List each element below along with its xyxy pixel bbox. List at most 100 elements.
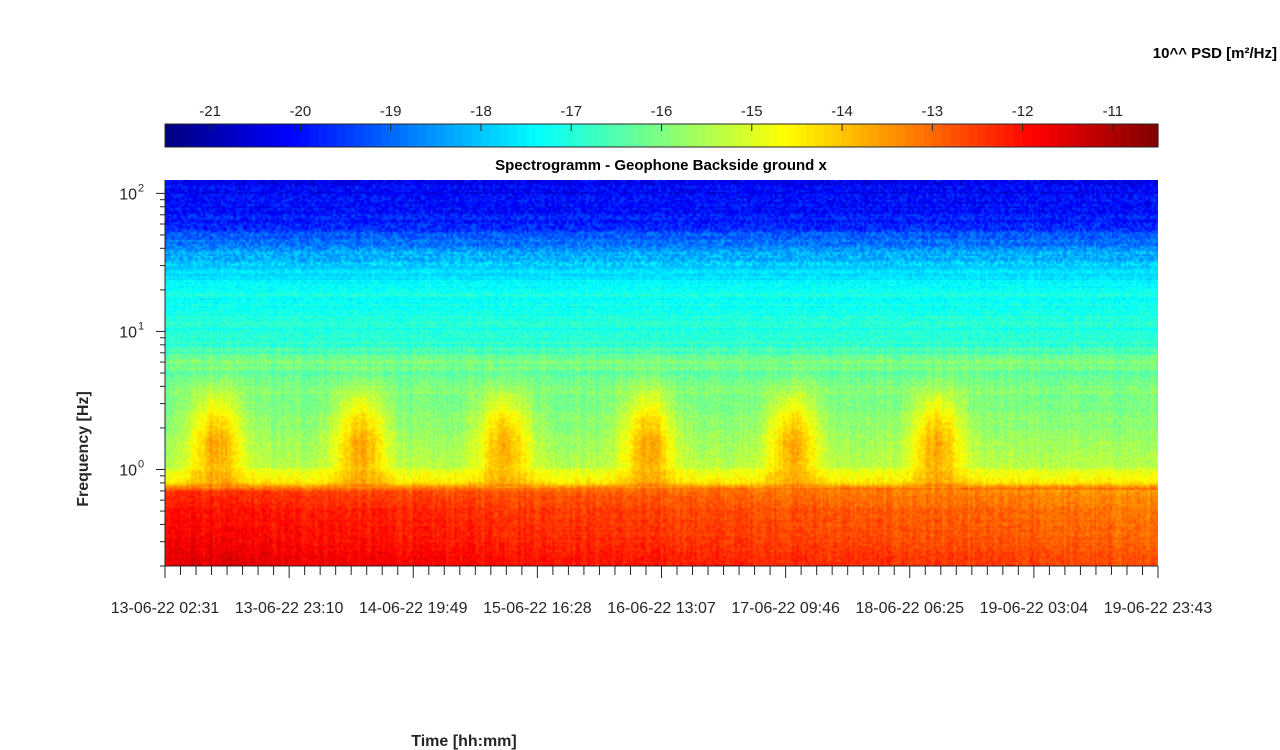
colorbar-swatch	[499, 124, 509, 147]
colorbar-swatch	[336, 124, 347, 147]
colorbar-swatch	[444, 124, 455, 147]
colorbar-swatch	[769, 124, 780, 147]
colorbar-swatch	[607, 124, 617, 147]
colorbar-swatch	[381, 124, 392, 147]
colorbar-tick-label: -17	[560, 103, 582, 120]
colorbar-swatch	[291, 124, 302, 147]
colorbar-swatch	[833, 124, 843, 147]
colorbar-tick-label: -20	[290, 103, 312, 120]
colorbar-swatch	[616, 124, 626, 147]
colorbar-swatch	[842, 124, 852, 147]
plot-area: 13-06-22 02:31 13-06-22 23:10 14-06-22 19:…	[111, 180, 1212, 617]
colorbar-swatch	[905, 124, 915, 147]
colorbar-tick-label: -11	[1103, 103, 1124, 120]
colorbar-swatch	[697, 124, 708, 147]
colorbar-swatch	[544, 124, 554, 147]
colorbar-swatch	[823, 124, 834, 147]
colorbar-swatch	[535, 124, 545, 147]
colorbar-swatch	[372, 124, 383, 147]
colorbar-swatch	[760, 124, 771, 147]
colorbar-swatch	[1049, 124, 1060, 147]
colorbar-swatch	[950, 124, 960, 147]
colorbar-swatch	[814, 124, 825, 147]
colorbar-swatch	[354, 124, 365, 147]
colorbar-swatch	[363, 124, 374, 147]
colorbar-swatch	[1121, 124, 1132, 147]
colorbar-swatch	[598, 124, 608, 147]
colorbar-swatch	[1148, 124, 1159, 147]
x-tick-label: 18-06-22 06:25	[855, 600, 964, 617]
colorbar-swatch	[174, 124, 184, 147]
colorbar-tick-label: -13	[921, 103, 943, 120]
colorbar-swatch	[977, 124, 988, 147]
colorbar-swatch	[1094, 124, 1105, 147]
colorbar-swatch	[679, 124, 690, 147]
colorbar-tick-label: -18	[470, 103, 492, 120]
colorbar-swatch	[517, 124, 527, 147]
colorbar-swatch	[589, 124, 599, 147]
colorbar-swatch	[1058, 124, 1069, 147]
colorbar-swatch	[805, 124, 816, 147]
colorbar-ticks: -21 -20 -19 -18 -17 -16 -15 -14 -13 -12 -11	[199, 103, 1123, 131]
colorbar-swatch	[309, 124, 320, 147]
colorbar-swatch	[246, 124, 256, 147]
colorbar-swatch	[1040, 124, 1051, 147]
colorbar-swatch	[228, 124, 238, 147]
colorbar-swatch	[1067, 124, 1078, 147]
colorbar-swatch	[390, 124, 401, 147]
colorbar-swatch	[580, 124, 590, 147]
x-tick-label: 13-06-22 23:10	[235, 600, 344, 617]
x-axis-label: Time [hh:mm]	[411, 733, 516, 750]
colorbar-swatch	[426, 124, 437, 147]
x-axis-ticks: 13-06-22 02:31 13-06-22 23:10 14-06-22 19:…	[111, 566, 1212, 617]
colorbar-swatch	[634, 124, 645, 147]
colorbar-swatch	[201, 124, 211, 147]
colorbar-tick-label: -14	[831, 103, 853, 120]
colorbar-swatch	[914, 124, 924, 147]
colorbar-tick-label: -19	[380, 103, 402, 120]
x-tick-label: 13-06-22 02:31	[111, 600, 220, 617]
colorbar-swatch	[318, 124, 329, 147]
colorbar-swatch	[1112, 124, 1123, 147]
colorbar-swatch	[327, 124, 338, 147]
colorbar-swatch	[553, 124, 563, 147]
colorbar-swatch	[787, 124, 798, 147]
colorbar-swatch	[453, 124, 464, 147]
colorbar-swatch	[471, 124, 482, 147]
colorbar-swatch	[255, 124, 265, 147]
colorbar-swatch	[192, 124, 202, 147]
colorbar-tick-label: -12	[1012, 103, 1034, 120]
colorbar-swatch	[688, 124, 699, 147]
x-tick-label: 14-06-22 19:49	[359, 600, 468, 617]
colorbar-title: 10^^ PSD [m²/Hz]	[1153, 45, 1277, 62]
colorbar-swatch	[860, 124, 870, 147]
chart-title: Spectrogramm - Geophone Backside ground …	[495, 157, 827, 174]
y-tick-exponent: 1	[138, 320, 144, 332]
colorbar-swatch	[1076, 124, 1087, 147]
colorbar-swatch	[1139, 124, 1150, 147]
colorbar-swatch	[273, 124, 283, 147]
colorbar-tick-label: -15	[741, 103, 763, 120]
colorbar-swatch	[796, 124, 807, 147]
colorbar-swatch	[652, 124, 663, 147]
x-tick-label: 15-06-22 16:28	[483, 600, 592, 617]
colorbar-swatch	[986, 124, 997, 147]
colorbar-swatch	[968, 124, 979, 147]
colorbar-swatch	[742, 124, 753, 147]
y-tick-exponent: 0	[138, 459, 144, 471]
colorbar-swatch	[165, 124, 175, 147]
colorbar-swatch	[751, 124, 762, 147]
colorbar-swatch	[399, 124, 410, 147]
colorbar-swatch	[237, 124, 247, 147]
colorbar-swatch	[995, 124, 1006, 147]
colorbar-swatch	[1022, 124, 1033, 147]
colorbar-swatch	[941, 124, 951, 147]
colorbar-swatch	[489, 124, 500, 147]
colorbar-swatch	[435, 124, 446, 147]
colorbar-gradient	[165, 124, 1159, 147]
colorbar-swatch	[571, 124, 581, 147]
colorbar-swatch	[1085, 124, 1096, 147]
colorbar-swatch	[508, 124, 518, 147]
